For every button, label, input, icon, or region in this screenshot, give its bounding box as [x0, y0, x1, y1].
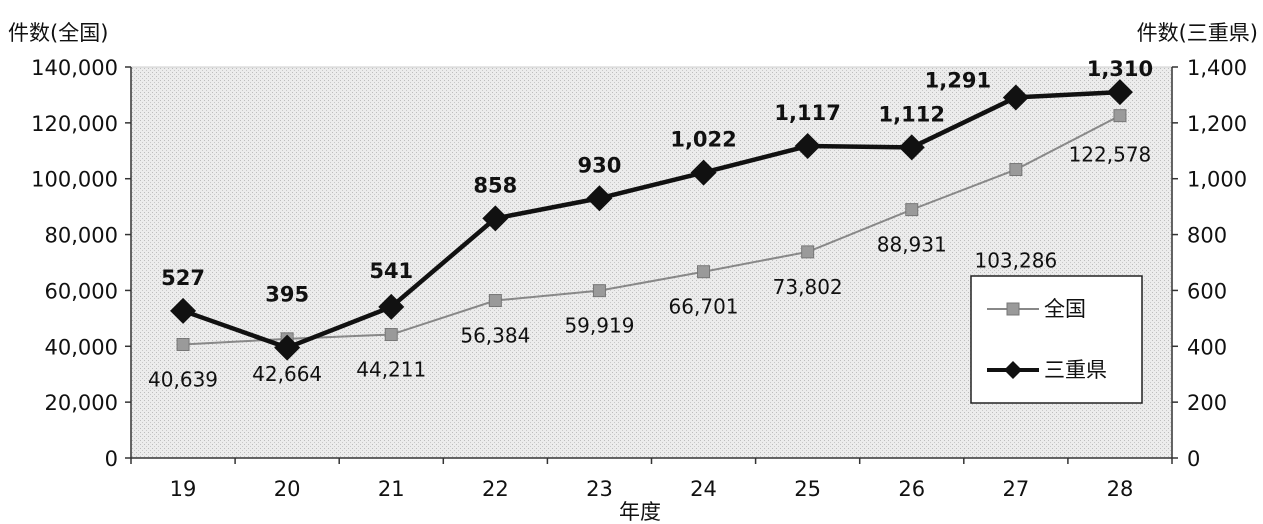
label-mie: 1,291	[925, 68, 991, 92]
label-national: 42,664	[252, 362, 322, 386]
left-tick-label: 100,000	[31, 168, 118, 192]
point-mie	[482, 205, 509, 232]
label-mie: 395	[265, 283, 309, 307]
legend-mie-marker	[1004, 361, 1022, 379]
right-axis-title: 件数(三重県)	[1137, 21, 1258, 45]
left-axis-title: 件数(全国)	[8, 21, 108, 45]
left-axis-ticks: 0 20,000 40,000 60,000 80,000 100,000 120,000 1…	[31, 56, 131, 471]
label-national: 59,919	[564, 314, 634, 338]
label-mie: 1,310	[1087, 57, 1153, 81]
point-mie	[274, 334, 301, 361]
label-national: 40,639	[148, 368, 218, 392]
x-tick-label: 25	[794, 477, 821, 501]
point-national	[697, 265, 711, 279]
right-tick-label: 1,000	[1187, 168, 1247, 192]
label-mie: 1,112	[879, 102, 945, 126]
x-tick-label: 24	[690, 477, 717, 501]
right-tick-label: 1,200	[1187, 112, 1247, 136]
right-tick-label: 200	[1187, 391, 1227, 415]
point-mie	[1002, 84, 1029, 111]
label-mie: 1,022	[670, 128, 736, 152]
x-axis-ticks: 19 20 21 22 23 24 25 26 27 28	[130, 458, 1173, 501]
series-line-mie	[182, 89, 1121, 350]
label-mie: 1,117	[774, 101, 840, 125]
left-tick-label: 60,000	[45, 279, 118, 303]
x-tick-label: 20	[274, 477, 301, 501]
label-national: 122,578	[1069, 143, 1152, 167]
left-tick-label: 40,000	[45, 335, 118, 359]
point-mie	[690, 159, 717, 186]
label-mie: 527	[161, 266, 205, 290]
point-national	[905, 203, 919, 217]
label-national: 56,384	[460, 324, 530, 348]
left-tick-label: 120,000	[31, 112, 118, 136]
legend-mie-label: 三重県	[1044, 358, 1107, 382]
series-mie: 527 395 541 858 930 1,022 1,117 1,112 1,291 1,310	[161, 57, 1153, 361]
series-national: 40,639 42,664 44,211 56,384 59,919 66,701 73,8…	[148, 109, 1152, 392]
point-national	[1113, 109, 1127, 123]
point-mie	[378, 293, 405, 320]
series-line-national	[182, 114, 1121, 346]
x-tick-label: 26	[898, 477, 925, 501]
x-tick-label: 27	[1002, 477, 1029, 501]
point-national	[384, 328, 398, 342]
right-tick-label: 400	[1187, 335, 1227, 359]
label-national: 88,931	[877, 233, 947, 257]
x-tick-label: 28	[1107, 477, 1134, 501]
point-mie	[794, 133, 821, 160]
point-mie	[586, 185, 613, 212]
label-mie: 858	[473, 173, 517, 197]
right-tick-label: 800	[1187, 224, 1227, 248]
left-tick-label: 80,000	[45, 224, 118, 248]
left-tick-label: 140,000	[31, 56, 118, 80]
x-tick-label: 21	[378, 477, 405, 501]
x-tick-label: 19	[170, 477, 197, 501]
legend-national-label: 全国	[1044, 297, 1086, 321]
x-tick-label: 23	[586, 477, 613, 501]
point-national	[592, 284, 606, 298]
right-axis-ticks: 0 200 400 600 800 1,000 1,200 1,400	[1172, 56, 1247, 471]
point-national	[488, 294, 502, 308]
legend-box	[970, 275, 1143, 404]
right-tick-label: 0	[1187, 447, 1200, 471]
point-national	[176, 338, 190, 352]
label-national: 44,211	[356, 358, 426, 382]
point-mie	[170, 297, 197, 324]
label-mie: 930	[578, 153, 622, 177]
label-national: 73,802	[773, 275, 843, 299]
right-tick-label: 1,400	[1187, 56, 1247, 80]
point-national	[801, 245, 815, 259]
x-axis-title: 年度	[619, 500, 661, 524]
point-mie	[1106, 79, 1133, 106]
point-mie	[898, 134, 925, 161]
legend-national-marker	[1006, 302, 1020, 316]
left-tick-label: 0	[105, 447, 118, 471]
label-national: 66,701	[669, 295, 739, 319]
left-tick-label: 20,000	[45, 391, 118, 415]
legend: 全国 三重県	[970, 275, 1143, 404]
label-mie: 541	[369, 259, 413, 283]
x-tick-label: 22	[482, 477, 509, 501]
right-tick-label: 600	[1187, 279, 1227, 303]
point-national	[1009, 163, 1023, 177]
label-national: 103,286	[974, 249, 1057, 273]
